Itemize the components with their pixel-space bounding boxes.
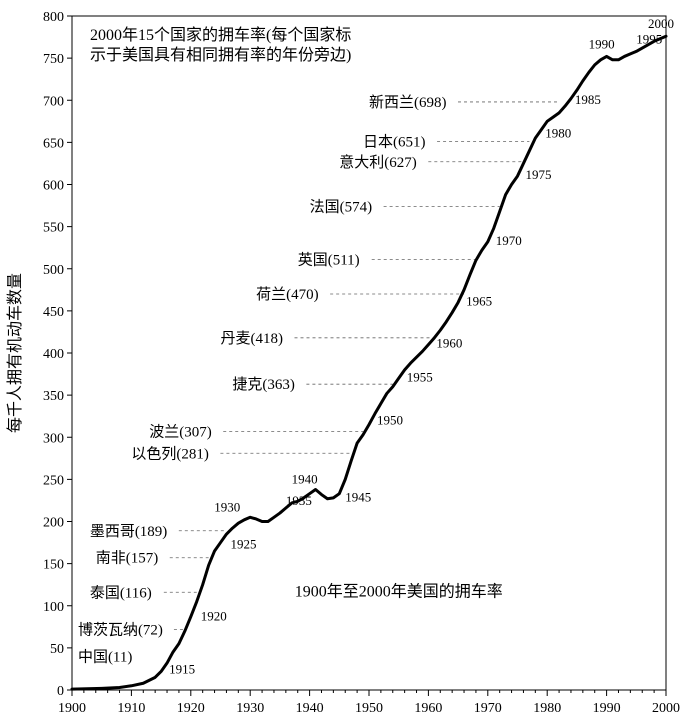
country-label: 法国(574) <box>310 198 373 215</box>
country-label: 中国(11) <box>78 648 132 665</box>
y-tick-label: 500 <box>43 263 64 278</box>
year-marker: 1940 <box>292 472 318 487</box>
country-label: 博茨瓦纳(72) <box>78 621 163 638</box>
year-marker: 1960 <box>436 336 462 351</box>
chart-root: 0 50 100 150 200 250 300 350 400 450 500 550 600 650 7… <box>0 0 682 721</box>
chart-title-line: 示于美国具有相同拥有率的年份旁边) <box>90 46 351 64</box>
year-marker: 1955 <box>407 369 433 384</box>
year-marker: 1920 <box>201 609 227 624</box>
country-label: 波兰(307) <box>149 423 212 440</box>
year-marker: 1915 <box>169 661 195 676</box>
country-label: 南非(157) <box>96 550 159 567</box>
y-tick-label: 100 <box>43 600 64 615</box>
y-tick-label: 600 <box>43 179 64 194</box>
y-tick-label: 0 <box>57 684 64 699</box>
year-marker: 1950 <box>377 413 403 428</box>
country-label: 墨西哥(189) <box>90 524 168 540</box>
year-marker: 1980 <box>545 125 571 140</box>
country-label: 以色列(281) <box>131 445 209 462</box>
x-tick-label: 1920 <box>177 701 205 716</box>
y-tick-label: 350 <box>43 389 64 404</box>
country-label: 意大利(627) <box>339 153 417 171</box>
chart-svg: 0 50 100 150 200 250 300 350 400 450 500 550 600 650 7… <box>0 0 682 721</box>
y-tick-label: 250 <box>43 473 64 488</box>
y-tick-label: 150 <box>43 558 64 573</box>
x-tick-label: 1930 <box>236 701 264 716</box>
chart-title-line: 2000年15个国家的拥车率(每个国家标 <box>90 26 351 44</box>
x-tick-label: 1980 <box>533 701 561 716</box>
country-label: 新西兰(698) <box>369 94 447 111</box>
year-marker: 1975 <box>526 167 552 182</box>
y-tick-label: 700 <box>43 94 64 109</box>
year-marker: 1990 <box>589 36 615 51</box>
year-marker: 1935 <box>286 493 312 508</box>
year-marker: 1970 <box>496 233 522 248</box>
x-tick-label: 1990 <box>593 701 621 716</box>
country-label: 丹麦(418) <box>221 330 284 347</box>
year-marker: 1965 <box>466 293 492 308</box>
y-tick-label: 550 <box>43 221 64 236</box>
y-tick-label: 50 <box>50 642 64 657</box>
year-marker: 1925 <box>231 537 257 552</box>
y-tick-label: 400 <box>43 347 64 362</box>
chart-subtitle: 1900年至2000年美国的拥车率 <box>295 582 503 600</box>
x-tick-label: 1960 <box>414 701 442 716</box>
year-marker: 1930 <box>214 499 240 514</box>
x-tick-label: 1950 <box>355 701 383 716</box>
y-tick-label: 200 <box>43 516 64 531</box>
y-tick-label: 800 <box>43 10 64 25</box>
x-tick-label: 1910 <box>117 701 145 716</box>
y-tick-label: 450 <box>43 305 64 320</box>
country-label: 英国(511) <box>298 250 360 268</box>
year-marker: 1945 <box>345 490 371 505</box>
year-marker: 1995 <box>636 31 662 46</box>
y-tick-label: 300 <box>43 431 64 446</box>
country-label: 捷克(363) <box>232 376 295 393</box>
y-axis-title: 每千人拥有机动车数量 <box>6 273 24 433</box>
y-tick-label: 750 <box>43 52 64 67</box>
country-label: 日本(651) <box>363 134 426 151</box>
x-tick-label: 1900 <box>58 701 86 716</box>
country-label: 荷兰(470) <box>256 286 319 303</box>
y-tick-label: 650 <box>43 136 64 151</box>
country-label: 泰国(116) <box>90 584 152 601</box>
year-marker: 2000 <box>648 16 674 31</box>
x-tick-label: 1970 <box>474 701 502 716</box>
year-marker: 1985 <box>575 92 601 107</box>
x-tick-label: 2000 <box>652 701 680 716</box>
x-tick-label: 1940 <box>296 701 324 716</box>
